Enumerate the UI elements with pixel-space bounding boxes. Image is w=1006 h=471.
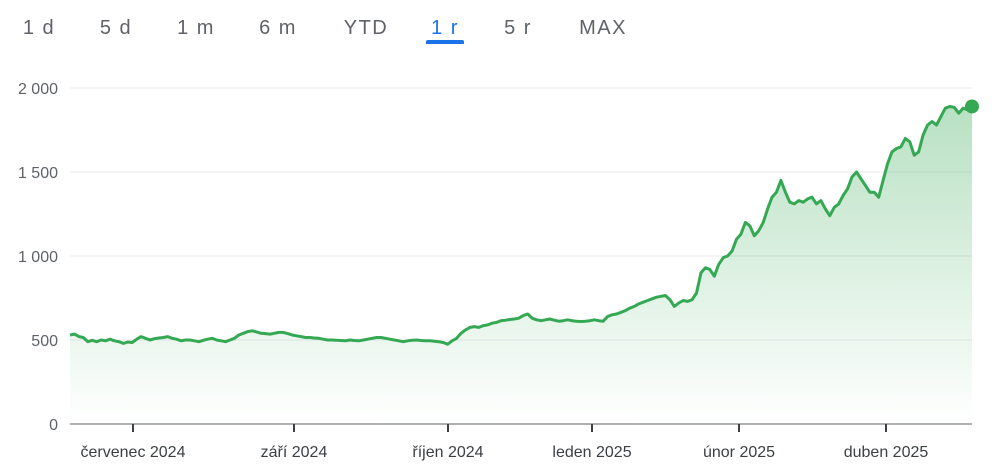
active-tab-indicator	[426, 40, 464, 44]
x-tick-label: duben 2025	[844, 444, 929, 461]
price-line	[69, 105, 973, 346]
x-tick-label: říjen 2024	[412, 444, 483, 461]
tab-1r[interactable]: 1 r	[431, 17, 459, 39]
y-tick-label: 0	[49, 417, 58, 434]
tab-6m[interactable]: 6 m	[259, 17, 297, 39]
x-tick-label: září 2024	[261, 444, 328, 461]
tab-ytd[interactable]: YTD	[343, 17, 389, 39]
tab-1d[interactable]: 1 d	[22, 17, 56, 39]
y-tick-label: 1 000	[18, 249, 58, 266]
last-price-dot[interactable]	[965, 99, 979, 114]
tab-5r[interactable]: 5 r	[504, 17, 532, 39]
x-tick-label: únor 2025	[703, 444, 775, 461]
y-axis-labels: 0 500 1 000 1 500 2 000	[18, 81, 58, 434]
tab-5d[interactable]: 5 d	[99, 17, 133, 39]
x-tick-label: leden 2025	[552, 444, 631, 461]
range-tabs: 1 d 5 d 1 m 6 m YTD 1 r 5 r MAX	[0, 0, 1006, 56]
y-tick-label: 500	[31, 333, 58, 350]
x-axis-ticks: červenec 2024 září 2024 říjen 2024 leden 20…	[81, 424, 929, 461]
tab-1m[interactable]: 1 m	[177, 17, 215, 39]
y-tick-label: 2 000	[18, 81, 58, 98]
price-area-fill	[70, 106, 972, 424]
tab-max[interactable]: MAX	[579, 17, 627, 39]
x-tick-label: červenec 2024	[81, 444, 186, 461]
y-tick-label: 1 500	[18, 165, 58, 182]
